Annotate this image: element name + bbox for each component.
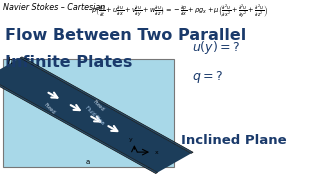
- Text: a: a: [86, 159, 90, 165]
- Polygon shape: [20, 57, 193, 153]
- Text: Inclined Plane: Inclined Plane: [181, 134, 286, 147]
- Text: x: x: [155, 150, 158, 155]
- Text: Infinite Plates: Infinite Plates: [5, 55, 132, 70]
- Text: $h$: $h$: [7, 55, 13, 66]
- Text: Navier Stokes – Cartesian: Navier Stokes – Cartesian: [3, 3, 105, 12]
- Text: $\rho\left(\frac{\partial u}{\partial t}+u\frac{\partial u}{\partial x}+v\frac{\: $\rho\left(\frac{\partial u}{\partial t}…: [91, 3, 268, 20]
- Text: Fluid Flow: Fluid Flow: [84, 105, 105, 126]
- Text: Flow Between Two Parallel: Flow Between Two Parallel: [5, 28, 246, 43]
- Bar: [3, 59, 174, 167]
- Polygon shape: [0, 58, 191, 172]
- Text: $u(y) =?$: $u(y) =?$: [192, 39, 240, 56]
- Text: Fixed: Fixed: [43, 102, 56, 115]
- Text: Fixed: Fixed: [92, 99, 106, 112]
- Text: y: y: [129, 137, 132, 142]
- Polygon shape: [0, 77, 157, 174]
- Text: $q =?$: $q =?$: [192, 69, 223, 84]
